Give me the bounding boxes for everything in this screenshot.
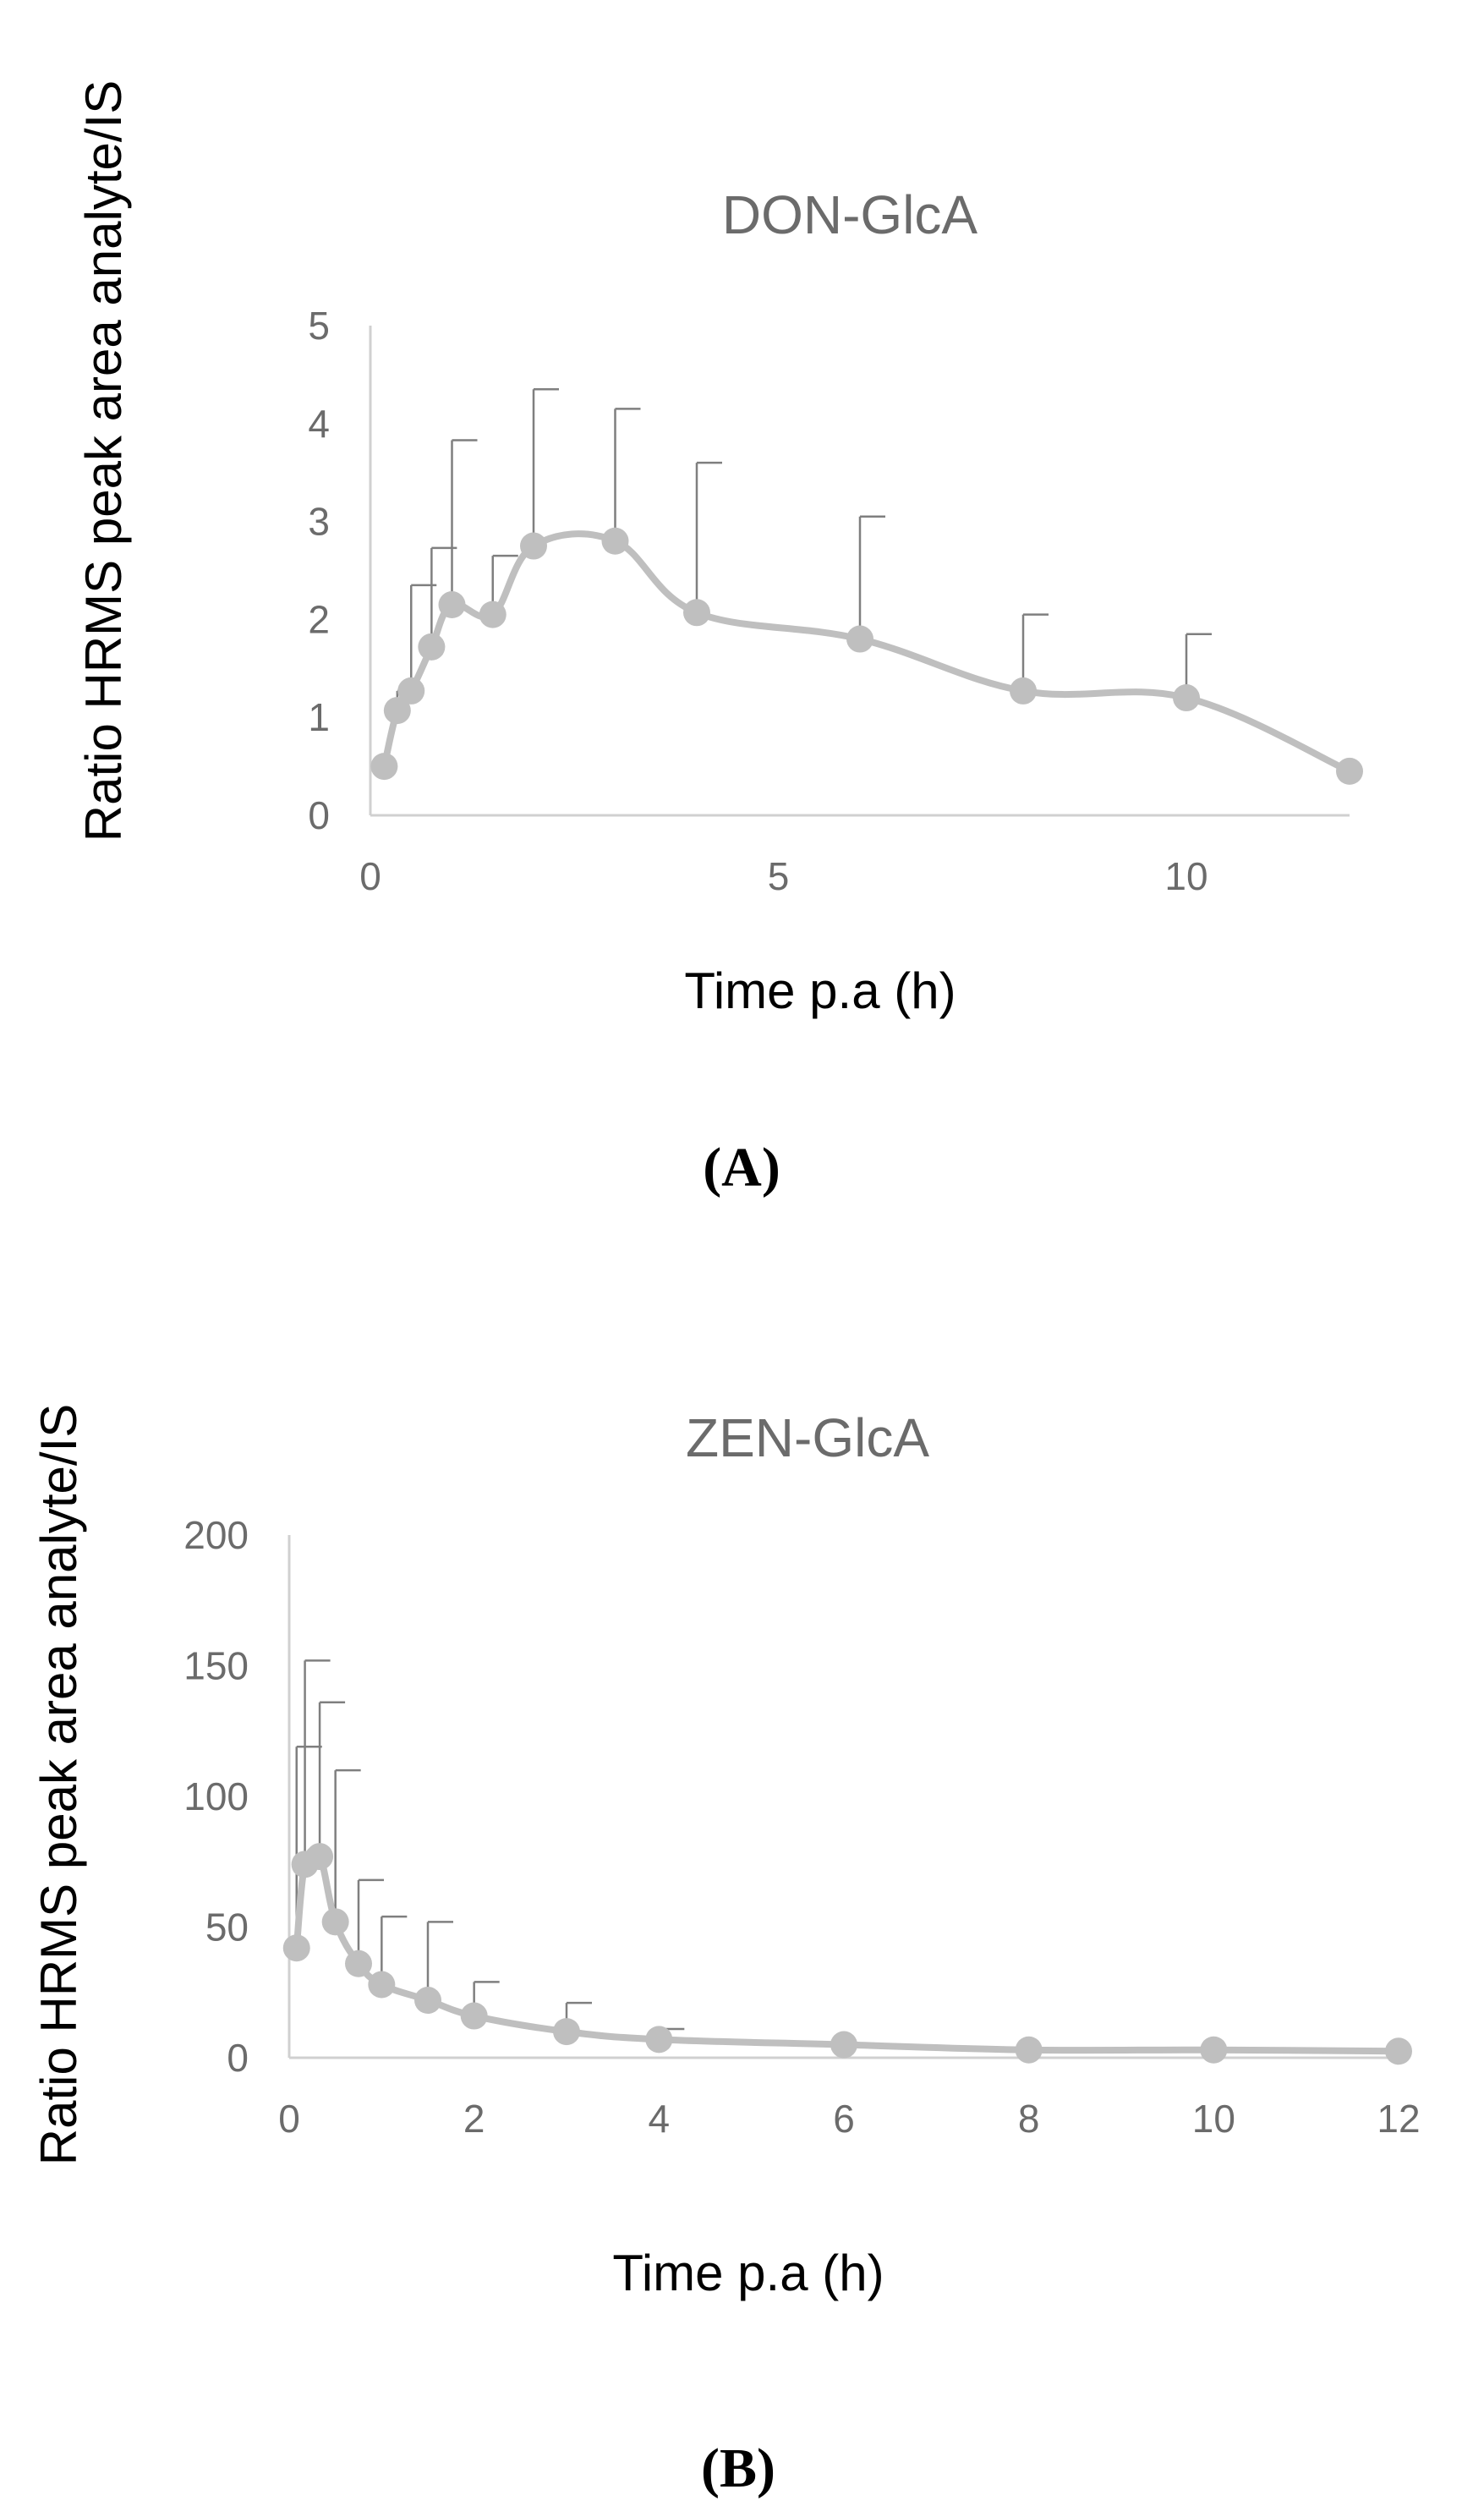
x-axis-label: Time p.a (h) — [684, 962, 956, 1019]
data-point — [438, 591, 466, 619]
series-line — [381, 530, 1351, 775]
plot-area: 0 1 2 3 4 5 0 5 10 — [308, 304, 1363, 898]
data-point — [397, 677, 425, 705]
data-point — [1200, 2036, 1228, 2064]
x-tick-label: 5 — [768, 854, 790, 898]
data-point — [460, 2002, 488, 2030]
x-tick-label: 4 — [649, 2097, 671, 2141]
x-tick-label: 0 — [359, 854, 381, 898]
data-point — [601, 527, 629, 555]
data-point — [1385, 2037, 1412, 2065]
data-point — [553, 2018, 580, 2046]
data-point — [282, 1934, 310, 1962]
data-point — [321, 1908, 349, 1936]
data-point — [418, 633, 446, 661]
x-tick-label: 6 — [833, 2097, 855, 2141]
chart-title: DON-GlcA — [722, 184, 978, 245]
y-tick-label: 150 — [183, 1644, 249, 1688]
data-point — [683, 599, 710, 627]
x-tick-label: 8 — [1018, 2097, 1040, 2141]
data-point — [414, 1987, 441, 2015]
y-axis-label: Ratio HRMS peak area analyte/IS — [30, 1404, 87, 2165]
data-point — [520, 532, 547, 560]
data-point — [383, 697, 411, 725]
series-line — [293, 1846, 1399, 2055]
y-tick-label: 4 — [308, 402, 330, 446]
x-tick-label: 12 — [1377, 2097, 1420, 2141]
data-point — [1336, 757, 1363, 785]
y-tick-label: 50 — [205, 1906, 249, 1949]
panel-b-chart: ZEN-GlcA Ratio HRMS peak area analyte/IS… — [30, 1404, 1421, 2499]
y-tick-label: 5 — [308, 304, 330, 348]
panel-label: (B) — [701, 2437, 775, 2499]
x-tick-label: 10 — [1192, 2097, 1235, 2141]
data-point — [1015, 2036, 1043, 2064]
data-point — [846, 625, 873, 653]
x-tick-label: 10 — [1164, 854, 1207, 898]
data-point — [645, 2026, 673, 2054]
x-axis-label: Time p.a (h) — [612, 2245, 884, 2301]
plot-area: 0 50 100 150 200 0 2 4 6 8 10 12 — [183, 1513, 1420, 2141]
chart-title: ZEN-GlcA — [686, 1407, 929, 1468]
data-point — [479, 600, 507, 628]
panel-a-chart: DON-GlcA Ratio HRMS peak area analyte/IS… — [75, 80, 1363, 1198]
y-tick-label: 0 — [227, 2036, 249, 2080]
data-point — [370, 753, 398, 781]
y-tick-label: 100 — [183, 1774, 249, 1818]
panel-label: (A) — [703, 1137, 780, 1198]
y-tick-label: 0 — [308, 793, 330, 837]
y-axis-label: Ratio HRMS peak area analyte/IS — [75, 80, 132, 842]
x-tick-label: 2 — [463, 2097, 485, 2141]
data-point — [1173, 684, 1200, 712]
data-point — [345, 1949, 372, 1977]
y-tick-label: 1 — [308, 695, 330, 739]
y-tick-label: 3 — [308, 500, 330, 544]
data-point — [368, 1971, 396, 1999]
data-point — [830, 2031, 857, 2059]
y-tick-label: 2 — [308, 597, 330, 641]
x-tick-label: 0 — [278, 2097, 300, 2141]
data-point — [1010, 677, 1037, 705]
data-point — [306, 1843, 334, 1871]
y-tick-label: 200 — [183, 1513, 249, 1557]
